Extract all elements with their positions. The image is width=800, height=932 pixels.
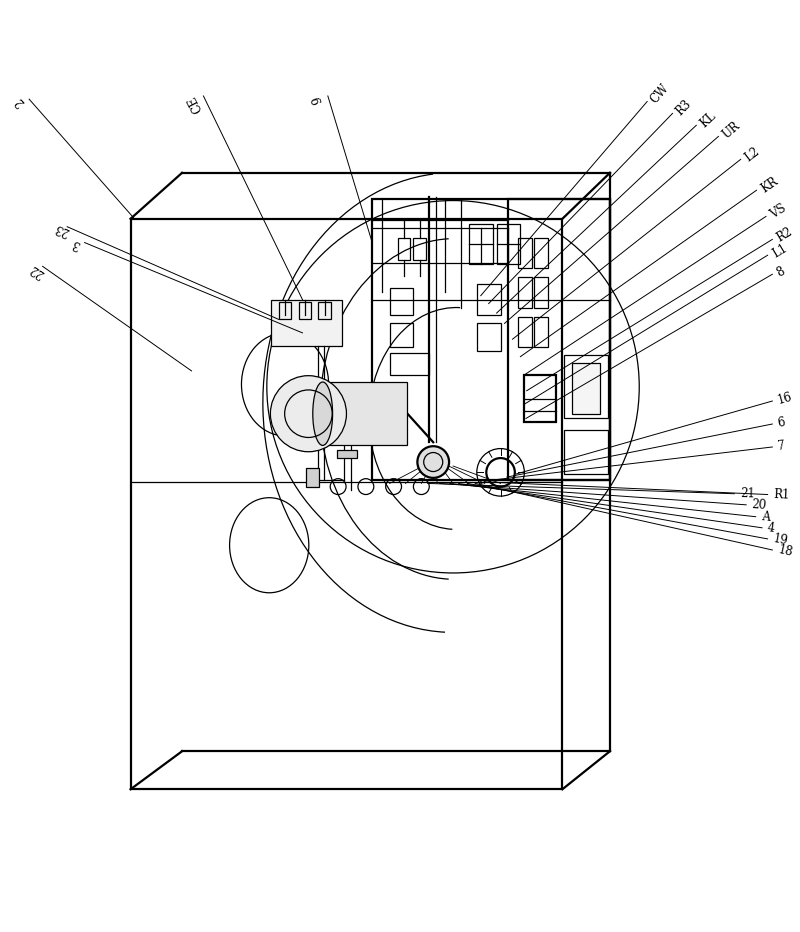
Text: R1: R1 (773, 488, 790, 501)
Bar (469, 225, 493, 264)
Text: 16: 16 (776, 391, 794, 407)
Bar (477, 323, 501, 351)
Text: 21: 21 (740, 487, 755, 500)
Text: KR: KR (758, 175, 780, 196)
Text: L2: L2 (742, 145, 762, 164)
Text: 6: 6 (777, 417, 786, 431)
Bar (338, 431, 357, 438)
Text: R2: R2 (774, 226, 795, 245)
Text: CW: CW (648, 81, 671, 106)
Bar (509, 199, 610, 480)
Bar (564, 431, 607, 474)
Bar (372, 199, 610, 480)
Text: 20: 20 (751, 499, 767, 513)
Ellipse shape (313, 382, 333, 445)
Bar (270, 299, 342, 346)
Bar (306, 468, 319, 487)
Text: 22: 22 (27, 261, 46, 280)
Text: 8: 8 (774, 265, 787, 280)
Bar (497, 225, 520, 264)
Text: 2: 2 (13, 95, 27, 109)
Text: 4: 4 (766, 521, 776, 535)
Bar (477, 283, 501, 315)
Text: VS: VS (768, 202, 789, 222)
Circle shape (270, 376, 346, 452)
Text: A: A (761, 510, 770, 524)
Bar (518, 238, 532, 267)
Text: 9: 9 (310, 94, 325, 105)
Bar (390, 288, 414, 315)
Text: KL: KL (698, 109, 718, 130)
Bar (130, 219, 562, 789)
Bar (338, 450, 357, 458)
Bar (518, 278, 532, 308)
Text: L1: L1 (770, 242, 790, 261)
Bar (312, 432, 330, 442)
Bar (534, 317, 548, 347)
Bar (414, 238, 426, 260)
Bar (298, 302, 311, 320)
Circle shape (418, 446, 449, 478)
Text: R3: R3 (674, 97, 694, 118)
Bar (524, 375, 556, 422)
Bar (390, 352, 430, 375)
Bar (278, 302, 291, 320)
Bar (318, 302, 331, 320)
Bar (312, 409, 330, 418)
Text: 18: 18 (777, 543, 794, 559)
Text: 3: 3 (70, 237, 82, 252)
Bar (564, 355, 607, 418)
Bar (390, 323, 414, 347)
Bar (534, 238, 548, 267)
Bar (534, 278, 548, 308)
Text: 7: 7 (777, 440, 786, 454)
Text: 23: 23 (53, 221, 71, 239)
Text: 19: 19 (772, 532, 789, 548)
Bar (572, 363, 600, 415)
Bar (398, 238, 410, 260)
Bar (316, 382, 407, 445)
Bar (372, 396, 404, 428)
Text: CE: CE (186, 93, 206, 115)
Bar (518, 317, 532, 347)
Text: UR: UR (720, 119, 742, 142)
